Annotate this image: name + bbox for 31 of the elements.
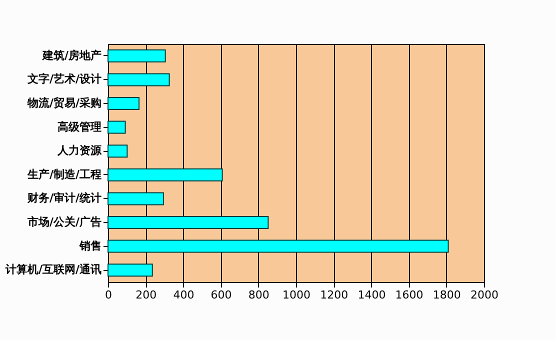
x-tick-label: 600 <box>210 288 232 302</box>
bar <box>108 168 223 182</box>
bar <box>108 49 166 62</box>
x-tick-label: 1800 <box>432 288 461 302</box>
x-tick-label: 1400 <box>358 288 386 302</box>
y-tick-label: 销售 <box>78 239 102 252</box>
x-tick-label: 1000 <box>282 288 310 302</box>
y-tick-label: 文字/艺术/设计 <box>26 72 102 86</box>
y-tick-label: 物流/贸易/采购 <box>26 96 102 110</box>
y-tick-label: 建筑/房地产 <box>41 48 102 62</box>
bar <box>108 192 164 206</box>
x-tick-label: 0 <box>105 288 112 302</box>
x-tick-label: 200 <box>136 288 157 302</box>
bar <box>108 73 170 86</box>
y-tick-label: 人力资源 <box>56 144 102 158</box>
y-tick-label: 财务/审计/统计 <box>26 192 102 205</box>
x-tick-label: 800 <box>248 288 270 302</box>
bar <box>108 240 449 253</box>
bar <box>108 144 128 158</box>
y-tick-label: 市场/公关/广告 <box>26 216 102 228</box>
bar <box>108 97 140 110</box>
bar <box>108 120 126 134</box>
x-tick-label: 1600 <box>395 288 424 302</box>
y-tick-label: 高级管理 <box>58 120 102 134</box>
bar <box>108 264 153 277</box>
y-tick-label: 生产/制造/工程 <box>26 168 102 181</box>
y-tick-label: 计算机/互联网/通讯 <box>4 263 102 276</box>
x-tick-label: 1200 <box>320 288 348 302</box>
x-tick-label: 2000 <box>470 288 498 302</box>
bar <box>108 216 269 229</box>
x-tick-label: 400 <box>173 288 194 302</box>
